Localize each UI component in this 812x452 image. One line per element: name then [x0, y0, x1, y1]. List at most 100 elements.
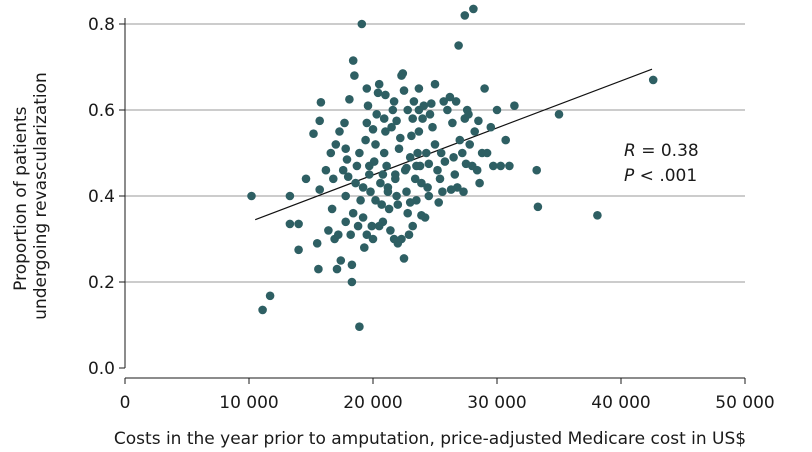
data-point [360, 243, 369, 252]
data-point [413, 149, 422, 158]
data-point [286, 220, 295, 229]
data-point [394, 200, 403, 209]
data-point [489, 162, 498, 171]
data-point [437, 149, 446, 158]
p-value: < .001 [634, 166, 697, 186]
data-point [345, 95, 354, 104]
data-point [532, 166, 541, 175]
axes [125, 18, 745, 378]
y-axis-title-line-1: Proportion of patients [11, 106, 31, 290]
data-point [410, 97, 419, 106]
y-axis-title-line-2: undergoing revascularization [31, 72, 51, 320]
data-point [341, 218, 350, 227]
data-point [593, 211, 602, 220]
data-point [649, 76, 658, 85]
data-point [361, 136, 370, 145]
data-point [365, 162, 374, 171]
data-point [363, 230, 372, 239]
x-tick-label: 0 [120, 393, 131, 413]
data-point [365, 170, 374, 179]
data-point [294, 220, 303, 229]
data-point [314, 265, 323, 274]
data-point [510, 101, 519, 110]
y-tick-label: 0.2 [88, 273, 115, 293]
data-point [333, 265, 342, 274]
data-point [447, 185, 456, 194]
data-point [505, 162, 514, 171]
data-point [402, 164, 411, 173]
data-point [363, 84, 372, 93]
data-point [371, 140, 380, 149]
data-point [400, 254, 409, 263]
data-point [431, 80, 440, 89]
data-point [501, 136, 510, 145]
data-point [397, 235, 406, 244]
data-point [555, 110, 564, 119]
data-point [382, 162, 391, 171]
data-point [350, 71, 359, 80]
data-point [334, 230, 343, 239]
data-point [309, 129, 318, 138]
data-point [408, 222, 417, 231]
data-point [480, 84, 489, 93]
data-point [340, 119, 349, 128]
data-point [286, 192, 295, 201]
data-point [408, 114, 417, 123]
data-point [407, 132, 416, 141]
data-point [496, 162, 505, 171]
data-point [390, 235, 399, 244]
data-point [302, 175, 311, 184]
data-point [415, 84, 424, 93]
data-point [473, 166, 482, 175]
data-point [487, 123, 496, 132]
y-tick-label: 0.4 [88, 187, 115, 207]
data-point [368, 222, 377, 231]
trendline-group [255, 69, 652, 220]
data-point [359, 183, 368, 192]
data-point [400, 86, 409, 95]
p-value-annotation: P < .001 [624, 166, 697, 186]
x-tick-label: 40 000 [591, 393, 650, 413]
x-tick-label: 50 000 [715, 393, 774, 413]
y-tick-label: 0.6 [88, 101, 115, 121]
data-point [448, 119, 457, 128]
x-axis-title: Costs in the year prior to amputation, p… [114, 429, 746, 449]
data-point [341, 144, 350, 153]
data-point [327, 149, 336, 158]
y-tick-label: 0.0 [88, 359, 115, 379]
data-point [425, 192, 434, 201]
data-point [374, 89, 383, 98]
data-point [339, 166, 348, 175]
data-point [266, 292, 275, 301]
data-point [366, 187, 375, 196]
data-point [363, 119, 372, 128]
y-axis-ticks: 0.0 0.2 0.4 0.6 0.8 [88, 15, 125, 379]
data-point [391, 175, 400, 184]
data-point [454, 41, 463, 50]
data-point [380, 114, 389, 123]
data-point [439, 97, 448, 106]
data-point [359, 213, 368, 222]
data-point [335, 127, 344, 136]
data-point [351, 179, 360, 188]
data-point [364, 101, 373, 110]
data-point [348, 278, 357, 287]
data-point [353, 162, 362, 171]
data-point [355, 322, 364, 331]
x-tick-label: 20 000 [343, 393, 402, 413]
r-label: R [624, 141, 636, 161]
data-point [458, 149, 467, 158]
data-point [461, 11, 470, 20]
data-point [385, 205, 394, 214]
data-point [247, 192, 256, 201]
data-point [406, 198, 415, 207]
data-point [415, 127, 424, 136]
data-point [443, 106, 452, 115]
data-point [349, 56, 358, 65]
data-point [415, 106, 424, 115]
data-point [438, 187, 447, 196]
data-point [427, 99, 436, 108]
data-point [426, 110, 435, 119]
data-point [328, 205, 337, 214]
data-point [380, 149, 389, 158]
